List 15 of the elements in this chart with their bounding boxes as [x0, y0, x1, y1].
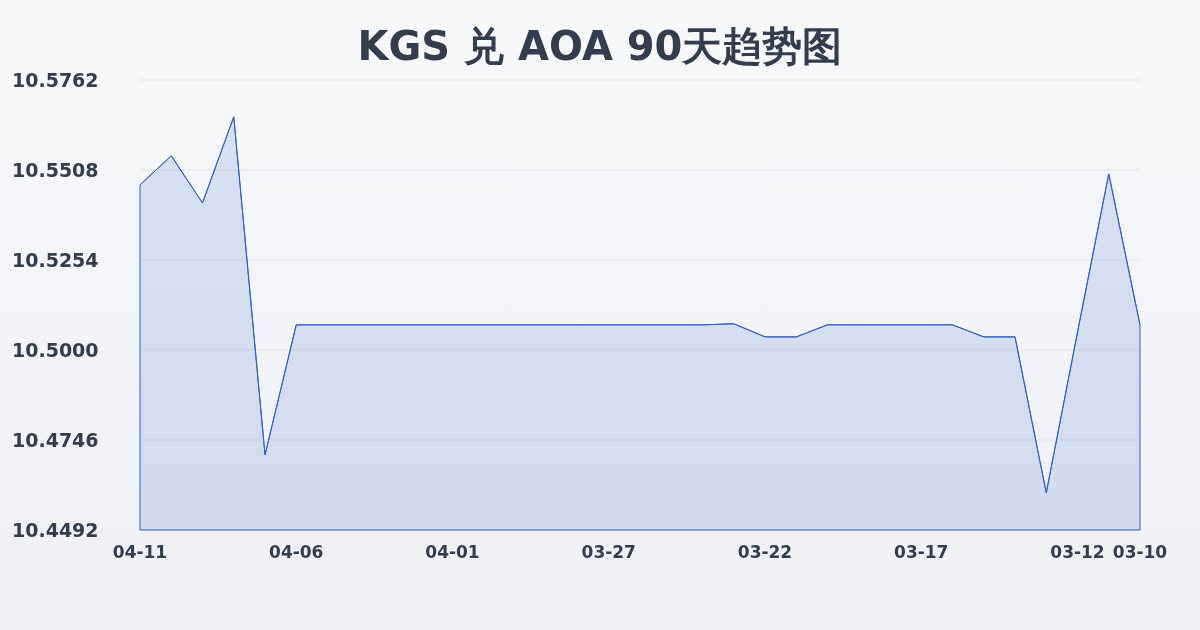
- xtick: 03-27: [581, 542, 636, 562]
- ytick: 10.5762: [12, 69, 99, 91]
- ytick: 10.5000: [12, 339, 99, 361]
- xtick: 04-06: [269, 542, 324, 562]
- ytick: 10.5254: [12, 249, 99, 271]
- xtick: 04-01: [425, 542, 480, 562]
- xtick: 03-10: [1112, 542, 1168, 562]
- xtick: 04-11: [112, 542, 168, 562]
- ytick: 10.4492: [12, 519, 99, 541]
- ytick: 10.5508: [12, 159, 99, 181]
- xtick: 03-17: [894, 542, 949, 562]
- title: KGS 兑 AOA 90天趋势图: [357, 23, 843, 69]
- xtick: 03-22: [737, 542, 793, 562]
- xtick: 03-12: [1050, 542, 1105, 562]
- ytick: 10.4746: [12, 429, 99, 451]
